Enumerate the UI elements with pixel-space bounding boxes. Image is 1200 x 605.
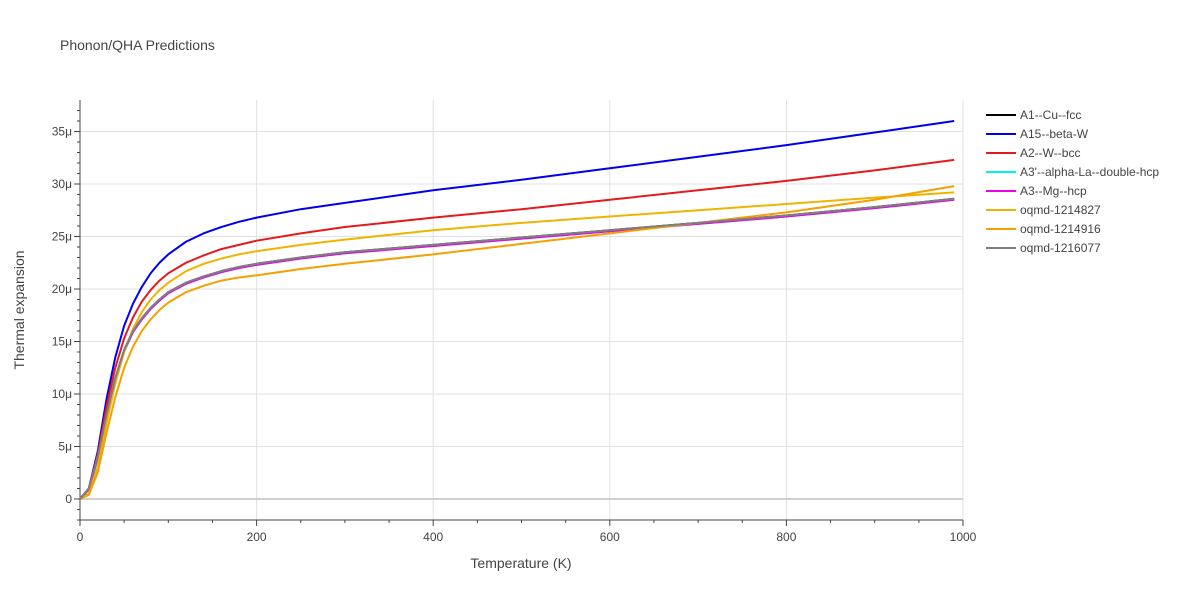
- series-line: [79, 191, 955, 500]
- x-tick-label: 400: [423, 530, 443, 544]
- y-tick-label: 20μ: [52, 282, 72, 296]
- legend-item[interactable]: oqmd-1216077: [986, 241, 1101, 255]
- x-tick-label: 600: [600, 530, 620, 544]
- series-lines: [79, 120, 955, 500]
- legend-item[interactable]: oqmd-1214916: [986, 222, 1101, 236]
- x-tick-label: 800: [776, 530, 796, 544]
- legend-label: oqmd-1214916: [1020, 222, 1101, 236]
- series-line: [79, 197, 955, 500]
- x-tick-label: 200: [247, 530, 267, 544]
- series-line: [79, 185, 955, 500]
- legend-item[interactable]: A2--W--bcc: [986, 146, 1080, 160]
- legend-label: A3--Mg--hcp: [1020, 184, 1087, 198]
- legend-item[interactable]: A1--Cu--fcc: [986, 108, 1081, 122]
- x-tick-label: 1000: [950, 530, 977, 544]
- y-axis-title: Thermal expansion: [11, 250, 27, 369]
- axes: 0 200 400 600 800 1000 0 5μ 10μ 15μ 20μ 25μ 30μ 35μ: [52, 100, 977, 544]
- x-axis-title: Temperature (K): [470, 555, 571, 571]
- legend-item[interactable]: oqmd-1214827: [986, 203, 1101, 217]
- y-tick-label: 15μ: [52, 335, 72, 349]
- chart-title: Phonon/QHA Predictions: [60, 37, 215, 53]
- legend-item[interactable]: A15--beta-W: [986, 127, 1089, 141]
- series-line: [79, 120, 955, 500]
- y-tick-label: 30μ: [52, 177, 72, 191]
- legend-label: A2--W--bcc: [1020, 146, 1080, 160]
- y-tick-label: 0: [65, 492, 72, 506]
- legend-label: A15--beta-W: [1020, 127, 1089, 141]
- legend-item[interactable]: A3'--alpha-La--double-hcp: [986, 165, 1159, 179]
- x-tick-label: 0: [77, 530, 84, 544]
- legend-label: oqmd-1216077: [1020, 241, 1101, 255]
- grid: [80, 100, 964, 520]
- legend: A1--Cu--fcc A15--beta-W A2--W--bcc A3'--alp…: [986, 108, 1159, 255]
- y-tick-label: 5μ: [58, 440, 72, 454]
- y-tick-label: 35μ: [52, 125, 72, 139]
- legend-label: oqmd-1214827: [1020, 203, 1101, 217]
- legend-label: A3'--alpha-La--double-hcp: [1020, 165, 1159, 179]
- legend-label: A1--Cu--fcc: [1020, 108, 1081, 122]
- legend-item[interactable]: A3--Mg--hcp: [986, 184, 1087, 198]
- y-tick-label: 10μ: [52, 387, 72, 401]
- series-line: [79, 158, 955, 500]
- y-tick-label: 25μ: [52, 230, 72, 244]
